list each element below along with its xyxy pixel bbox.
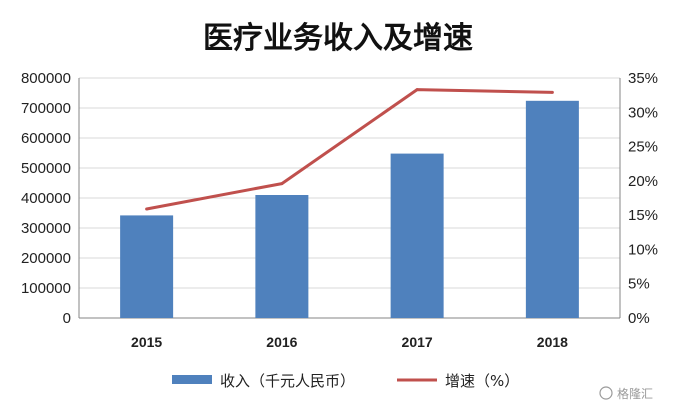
bar-series (120, 100, 579, 318)
y-axis-left: 0 100000 200000 300000 400000 500000 600000 700… (21, 70, 71, 327)
y-left-tick-label: 500000 (21, 160, 71, 177)
y-right-tick-label: 5% (628, 276, 650, 293)
line-series (145, 88, 554, 211)
legend-bar-swatch (172, 375, 212, 384)
y-left-tick-label: 600000 (21, 130, 71, 147)
y-left-tick-label: 800000 (21, 70, 71, 87)
watermark: 格隆汇 (599, 386, 653, 401)
bar-2015 (120, 215, 174, 318)
y-right-tick-label: 35% (628, 70, 658, 87)
y-axis-right: 0% 5% 10% 15% 20% 25% 30% 35% (628, 70, 658, 327)
bar-2016 (255, 195, 309, 318)
growth-point-2018 (550, 90, 554, 94)
chart-title: 医疗业务收入及增速 (203, 21, 473, 56)
bar-2018 (525, 100, 579, 318)
y-right-tick-label: 30% (628, 104, 658, 121)
watermark-logo-icon (599, 386, 613, 400)
y-right-tick-label: 10% (628, 241, 658, 258)
legend: 收入（千元人民币） 增速（%） (172, 372, 519, 390)
legend-bar-label: 收入（千元人民币） (220, 372, 355, 390)
x-axis: 2015 2016 2017 2018 (131, 334, 568, 350)
y-right-tick-label: 25% (628, 139, 658, 156)
y-left-tick-label: 300000 (21, 220, 71, 237)
growth-point-2017 (415, 88, 419, 92)
x-tick-label: 2015 (131, 334, 162, 350)
legend-line-label: 增速（%） (445, 372, 519, 390)
y-left-tick-label: 700000 (21, 100, 71, 117)
x-tick-label: 2016 (266, 334, 297, 350)
x-tick-label: 2017 (402, 334, 433, 350)
growth-line (146, 88, 553, 211)
growth-point-2016 (280, 182, 284, 186)
bar-2017 (390, 153, 444, 318)
y-left-tick-label: 100000 (21, 280, 71, 297)
growth-point-2015 (145, 207, 149, 211)
watermark-text: 格隆汇 (617, 386, 653, 401)
y-right-tick-label: 15% (628, 207, 658, 224)
y-left-tick-label: 200000 (21, 250, 71, 267)
x-tick-label: 2018 (537, 334, 568, 350)
y-right-tick-label: 20% (628, 173, 658, 190)
y-left-tick-label: 0 (63, 310, 71, 327)
y-left-tick-label: 400000 (21, 190, 71, 207)
y-right-tick-label: 0% (628, 310, 650, 327)
